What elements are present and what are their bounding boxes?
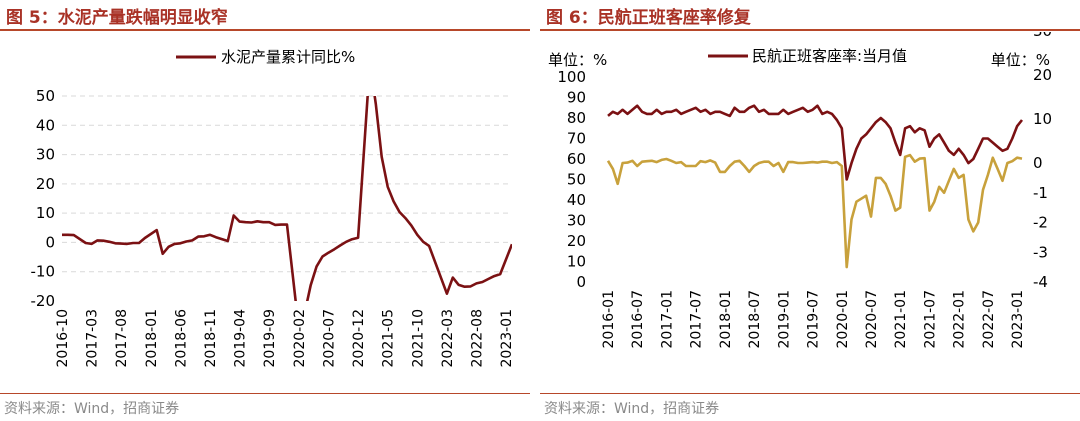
left-axis-unit: 单位：% xyxy=(548,51,607,69)
y-right-tick-label: -4 xyxy=(1033,273,1048,291)
y-left-tick-label: 40 xyxy=(567,191,586,209)
y-tick-label: 50 xyxy=(36,87,55,105)
airline-load-factor-chart: 单位：% 单位：% 0 10 20 30 40 50 60 70 80 90 100 -4 -3 -2 -1 0 1… xyxy=(548,32,1052,349)
x-tick-label: 2016-01 xyxy=(601,290,617,349)
y-tick-label: 10 xyxy=(36,204,55,222)
x-tick-label: 2019-07 xyxy=(806,290,822,349)
source-note: 资料来源：Wind，招商证券 xyxy=(4,401,180,417)
x-tick-label: 2020-01 xyxy=(835,290,851,349)
x-tick-label: 2018-01 xyxy=(144,309,160,368)
x-tick-label: 2018-11 xyxy=(203,309,219,368)
source-divider xyxy=(0,393,530,394)
x-tick-label: 2017-01 xyxy=(659,290,675,349)
y-left-tick-label: 0 xyxy=(576,273,586,291)
y-tick-label: -20 xyxy=(31,292,56,310)
title-divider xyxy=(540,29,1080,31)
x-tick-label: 2021-07 xyxy=(922,290,938,349)
y-tick-label: 0 xyxy=(45,233,55,251)
x-tick-label: 2023-01 xyxy=(499,309,515,368)
right-axis-unit: 单位：% xyxy=(991,51,1050,69)
x-tick-label: 2018-07 xyxy=(747,290,763,349)
y-left-tick-label: 100 xyxy=(557,68,586,86)
y-left-tick-label: 30 xyxy=(567,212,586,230)
y-right-tick-label: 20 xyxy=(1033,66,1052,84)
y-left-tick-label: 90 xyxy=(567,89,586,107)
y-right-tick-label: -1 xyxy=(1033,184,1048,202)
x-tick-label: 2021-10 xyxy=(410,309,426,368)
legend-label: 民航正班客座率:当月值 xyxy=(752,47,907,65)
source-divider xyxy=(540,393,1080,394)
x-tick-label: 2020-12 xyxy=(351,309,367,368)
x-tick-label: 2016-07 xyxy=(630,290,646,349)
figure-title: 图 6：民航正班客座率修复 xyxy=(546,8,751,28)
x-tick-label: 2020-02 xyxy=(292,309,308,368)
figure-panel-airline: 图 6：民航正班客座率修复 单位：% 单位：% 0 10 20 30 40 50 60 70 80 9… xyxy=(540,0,1080,421)
y-right-tick-label: 0 xyxy=(1033,154,1043,172)
x-tick-label: 2017-03 xyxy=(85,309,101,368)
x-tick-label: 2018-01 xyxy=(718,290,734,349)
y-tick-label: -10 xyxy=(31,263,56,281)
x-tick-label: 2017-08 xyxy=(114,309,130,368)
x-tick-label: 2017-07 xyxy=(689,290,705,349)
y-right-tick-label: 10 xyxy=(1033,110,1052,128)
x-tick-label: 2022-01 xyxy=(952,290,968,349)
y-left-tick-label: 20 xyxy=(567,232,586,250)
x-tick-label: 2022-03 xyxy=(440,309,456,368)
y-right-tick-label: 30 xyxy=(1033,32,1052,40)
y-left-tick-label: 80 xyxy=(567,109,586,127)
x-tick-label: 2021-05 xyxy=(381,309,397,368)
y-left-tick-label: 70 xyxy=(567,130,586,148)
source-note: 资料来源：Wind，招商证券 xyxy=(544,401,720,417)
y-right-tick-label: -2 xyxy=(1033,214,1048,232)
y-left-tick-label: 60 xyxy=(567,150,586,168)
series-line-load-factor xyxy=(607,104,1024,181)
title-divider xyxy=(0,29,530,31)
y-tick-label: 20 xyxy=(36,175,55,193)
x-tick-label: 2018-06 xyxy=(173,309,189,368)
y-right-tick-label: -3 xyxy=(1033,243,1048,261)
y-left-tick-label: 50 xyxy=(567,171,586,189)
legend-label: 水泥产量累计同比% xyxy=(221,48,355,66)
x-tick-label: 2020-07 xyxy=(864,290,880,349)
x-tick-label: 2023-01 xyxy=(1010,290,1026,349)
y-tick-label: 40 xyxy=(36,116,55,134)
x-tick-label: 2016-10 xyxy=(55,309,71,368)
x-tick-label: 2021-01 xyxy=(893,290,909,349)
x-tick-label: 2022-08 xyxy=(469,309,485,368)
figure-panel-cement: 图 5：水泥产量跌幅明显收窄 -20 -10 0 10 20 30 40 50 水泥产量累计同比… xyxy=(0,0,530,421)
x-tick-label: 2019-04 xyxy=(233,309,249,368)
x-tick-label: 2022-07 xyxy=(981,290,997,349)
series-line-cement xyxy=(62,96,512,301)
figure-title: 图 5：水泥产量跌幅明显收窄 xyxy=(6,8,228,28)
x-tick-label: 2020-07 xyxy=(321,309,337,368)
cement-chart: -20 -10 0 10 20 30 40 50 水泥产量累计同比% 2016-10 2017-03… xyxy=(31,48,516,368)
y-left-tick-label: 10 xyxy=(567,253,586,271)
x-tick-label: 2019-09 xyxy=(262,309,278,368)
y-tick-label: 30 xyxy=(36,146,55,164)
x-tick-label: 2019-01 xyxy=(776,290,792,349)
series-line-yoy xyxy=(606,153,1023,269)
